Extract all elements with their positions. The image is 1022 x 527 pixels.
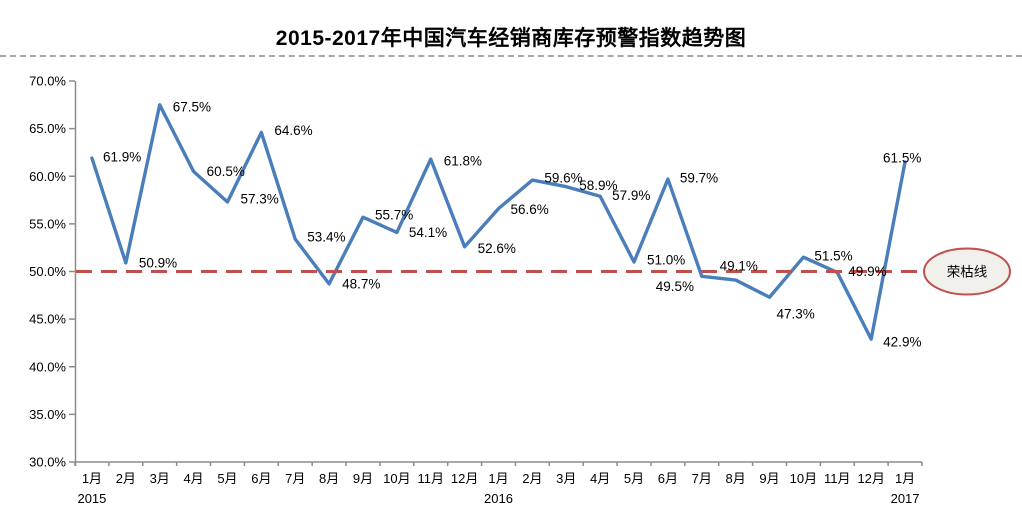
y-axis-label: 70.0% xyxy=(29,74,66,89)
y-axis-label: 60.0% xyxy=(29,169,66,184)
x-axis-label: 1月 xyxy=(488,471,508,486)
data-point-label: 59.6% xyxy=(544,171,582,186)
data-point-label: 61.5% xyxy=(883,150,921,165)
data-point-label: 55.7% xyxy=(375,208,413,223)
x-axis-label: 10月 xyxy=(790,471,817,486)
data-point-label: 49.9% xyxy=(848,264,886,279)
y-axis-label: 35.0% xyxy=(29,407,66,422)
x-axis-label: 11月 xyxy=(417,471,444,486)
data-point-label: 59.7% xyxy=(680,171,718,186)
x-axis-label: 10月 xyxy=(383,471,410,486)
x-axis-year-label: 2017 xyxy=(891,491,920,506)
x-axis-label: 9月 xyxy=(353,471,373,486)
x-axis-label: 1月 xyxy=(895,471,915,486)
data-point-label: 51.0% xyxy=(647,252,685,267)
data-point-label: 42.9% xyxy=(883,335,921,350)
data-point-label: 57.3% xyxy=(240,191,278,206)
x-axis-year-label: 2015 xyxy=(77,491,106,506)
data-point-label: 52.6% xyxy=(478,241,516,256)
data-point-label: 60.5% xyxy=(207,164,245,179)
data-point-label: 48.7% xyxy=(342,276,380,291)
x-axis-label: 4月 xyxy=(590,471,610,486)
data-point-label: 64.6% xyxy=(274,123,312,138)
x-axis-label: 11月 xyxy=(824,471,851,486)
x-axis-label: 6月 xyxy=(658,471,678,486)
data-point-label: 58.9% xyxy=(579,178,617,193)
title-separator xyxy=(0,55,1022,57)
data-point-label: 49.5% xyxy=(656,279,694,294)
y-axis-label: 65.0% xyxy=(29,121,66,136)
data-point-label: 47.3% xyxy=(777,307,815,322)
y-axis-label: 40.0% xyxy=(29,359,66,374)
x-axis-label: 8月 xyxy=(319,471,339,486)
y-axis-label: 55.0% xyxy=(29,216,66,231)
callout-label: 荣枯线 xyxy=(947,265,988,280)
data-point-label: 61.8% xyxy=(444,154,482,169)
data-point-label: 49.1% xyxy=(720,259,758,274)
x-axis-label: 5月 xyxy=(217,471,237,486)
callout-ellipse xyxy=(923,247,1011,296)
x-axis-label: 7月 xyxy=(285,471,305,486)
data-point-label: 51.5% xyxy=(814,249,852,264)
x-axis-label: 2月 xyxy=(116,471,136,486)
x-axis-label: 9月 xyxy=(759,471,779,486)
x-axis-label: 8月 xyxy=(726,471,746,486)
x-axis-year-label: 2016 xyxy=(484,491,513,506)
x-axis-label: 4月 xyxy=(183,471,203,486)
x-axis-label: 12月 xyxy=(451,471,478,486)
y-axis-label: 30.0% xyxy=(29,455,66,470)
data-point-label: 54.1% xyxy=(409,225,447,240)
data-point-label: 61.9% xyxy=(103,150,141,165)
x-axis-label: 6月 xyxy=(251,471,271,486)
y-axis-label: 45.0% xyxy=(29,312,66,327)
x-axis-label: 3月 xyxy=(150,471,170,486)
x-axis-label: 1月 xyxy=(82,471,102,486)
data-point-label: 50.9% xyxy=(139,255,177,270)
chart-title: 2015-2017年中国汽车经销商库存预警指数趋势图 xyxy=(275,27,747,50)
x-axis-label: 2月 xyxy=(522,471,542,486)
y-axis-label: 50.0% xyxy=(29,264,66,279)
data-point-label: 67.5% xyxy=(173,99,211,114)
x-axis-label: 7月 xyxy=(692,471,712,486)
x-axis-label: 12月 xyxy=(857,471,884,486)
data-point-label: 57.9% xyxy=(612,188,650,203)
data-point-label: 53.4% xyxy=(307,230,345,245)
x-axis-label: 3月 xyxy=(556,471,576,486)
trend-line xyxy=(90,103,907,341)
x-axis-label: 5月 xyxy=(624,471,644,486)
data-point-label: 56.6% xyxy=(511,202,549,217)
